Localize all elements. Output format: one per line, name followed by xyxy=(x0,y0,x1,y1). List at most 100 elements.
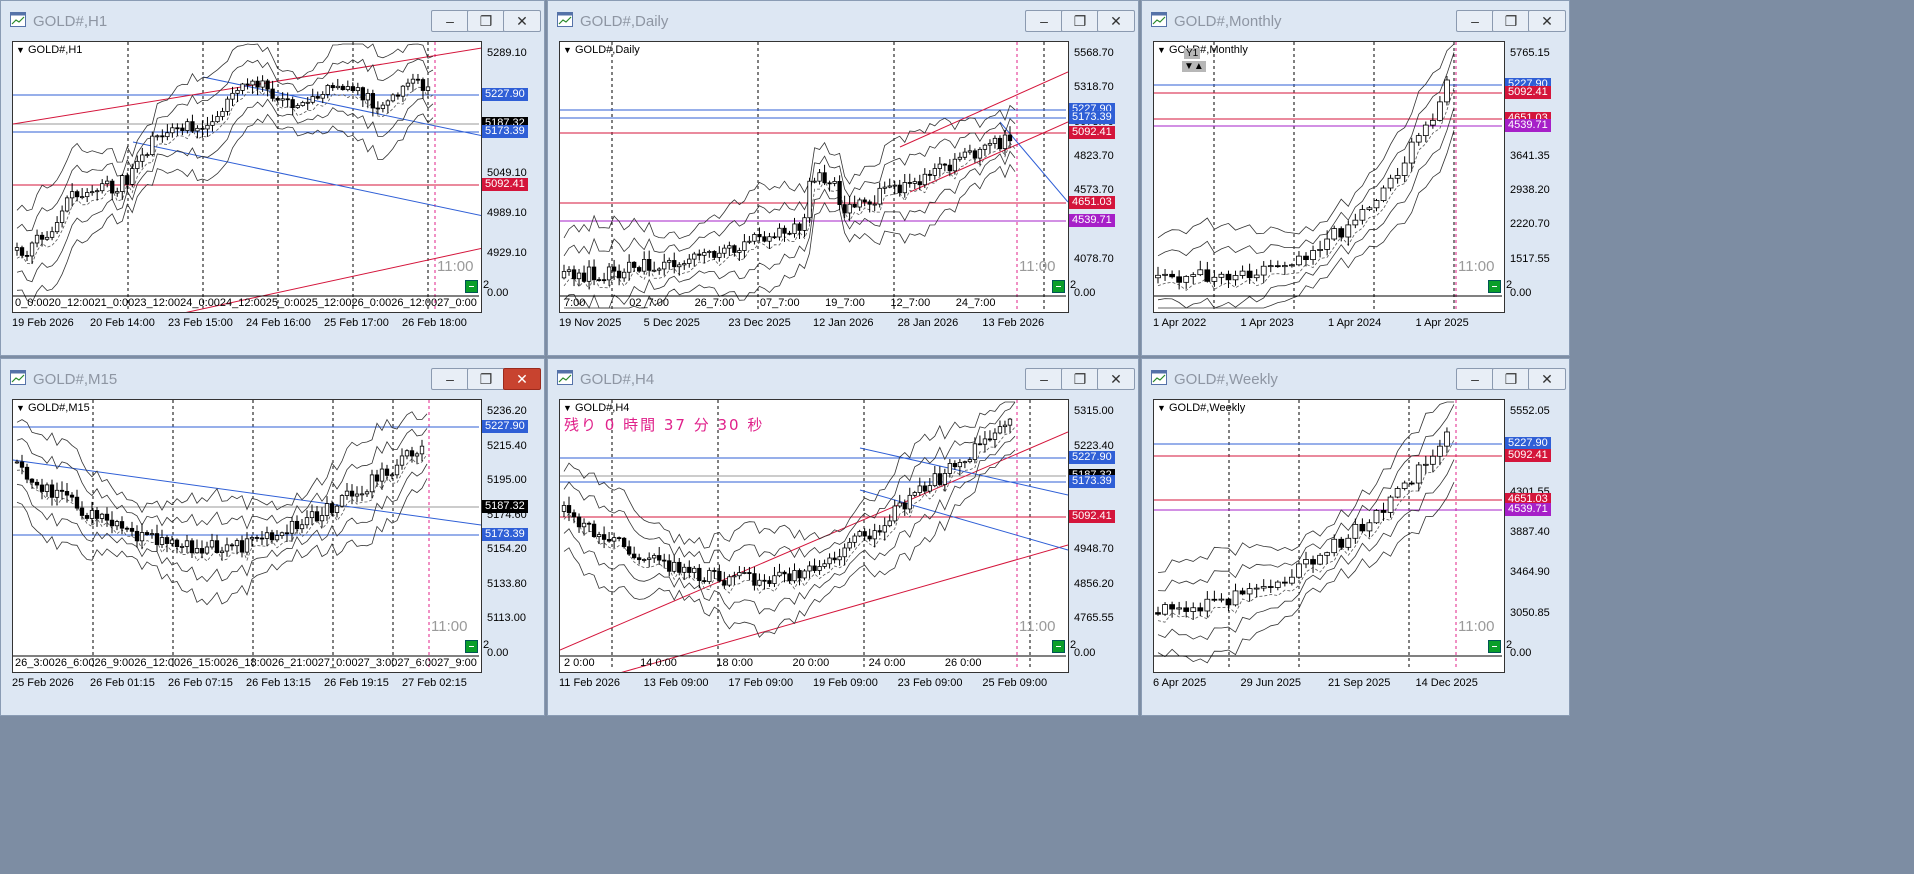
candle-body xyxy=(49,231,55,238)
maximize-button[interactable]: ❐ xyxy=(1492,368,1530,390)
minimize-button[interactable]: ‒ xyxy=(1456,10,1494,32)
candle-body xyxy=(165,132,170,138)
candle-body xyxy=(586,522,592,525)
maximize-button[interactable]: ❐ xyxy=(467,368,505,390)
candle-body xyxy=(832,557,837,561)
trade-button-icon[interactable] xyxy=(1052,640,1065,653)
band-line xyxy=(16,411,428,514)
chart-window-m15[interactable]: GOLD#,M15 ‒ ❐ ✕ ▼ GOLD#,M15 11:00 26_3:0026_6:… xyxy=(0,358,545,716)
candle-body xyxy=(405,82,411,87)
price-label-red: 5092.41 xyxy=(1069,510,1115,523)
chart-window-h1[interactable]: GOLD#,H1 ‒ ❐ ✕ ▼ GOLD#,H1 11:00 0_0:0020_12:00… xyxy=(0,0,545,356)
candle-body xyxy=(907,182,912,184)
candle-body xyxy=(1373,510,1380,524)
candle-body xyxy=(1239,590,1246,595)
price-label-magenta: 4539.71 xyxy=(1069,214,1115,227)
candle-body xyxy=(1176,276,1183,283)
price-tick: 4078.70 xyxy=(1074,252,1114,265)
band-line xyxy=(1157,401,1454,573)
close-button[interactable]: ✕ xyxy=(503,368,541,390)
scale-corner-zero: 0.00 xyxy=(487,647,509,659)
band-line xyxy=(16,463,428,583)
candle-body xyxy=(339,495,345,507)
candle-body xyxy=(274,535,280,541)
minimize-button[interactable]: ‒ xyxy=(1025,368,1063,390)
candle-body xyxy=(1204,598,1211,612)
period-badge[interactable]: Y1 xyxy=(1184,48,1201,59)
minimize-button[interactable]: ‒ xyxy=(1025,10,1063,32)
candle-body xyxy=(601,279,607,282)
close-button[interactable]: ✕ xyxy=(1097,10,1135,32)
maximize-button[interactable]: ❐ xyxy=(1061,368,1099,390)
trade-button-icon[interactable] xyxy=(1488,640,1501,653)
dropdown-triangle-icon[interactable]: ▼ xyxy=(16,45,25,55)
chart-canvas[interactable]: ▼ GOLD#,Monthly Y1 ▼▲ 11:00 xyxy=(1153,41,1505,313)
dropdown-triangle-icon[interactable]: ▼ xyxy=(563,45,572,55)
dropdown-triangle-icon[interactable]: ▼ xyxy=(16,403,25,413)
chart-window-weekly[interactable]: GOLD#,Weekly ‒ ❐ ✕ ▼ GOLD#,Weekly 11:00 5552.0… xyxy=(1141,358,1570,716)
dropdown-triangle-icon[interactable]: ▼ xyxy=(1157,403,1166,413)
candle-body xyxy=(987,438,993,441)
chart-canvas[interactable]: ▼ GOLD#,H4 残り 0 時間 37 分 30 秒 11:00 2 0:00 14… xyxy=(559,399,1069,673)
dropdown-triangle-icon[interactable]: ▼ xyxy=(1157,45,1166,55)
candle-body xyxy=(179,546,185,548)
period-arrows-icon[interactable]: ▼▲ xyxy=(1182,61,1206,72)
candle-body xyxy=(290,99,295,109)
candle-body xyxy=(606,266,612,281)
close-button[interactable]: ✕ xyxy=(1097,368,1135,390)
maximize-button[interactable]: ❐ xyxy=(467,10,505,32)
candle-body xyxy=(354,493,360,497)
candle-body xyxy=(1183,607,1190,612)
chart-canvas[interactable]: ▼ GOLD#,M15 11:00 26_3:0026_6:0026_9:0026_… xyxy=(12,399,482,673)
candle-body xyxy=(384,468,390,476)
candle-body xyxy=(109,519,115,527)
symbol-label[interactable]: ▼ GOLD#,M15 xyxy=(16,402,90,414)
price-tick: 4856.20 xyxy=(1074,577,1114,590)
chart-window-daily[interactable]: GOLD#,Daily ‒ ❐ ✕ ▼ GOLD#,Daily 11:00 7:00 02_7… xyxy=(547,0,1139,356)
candle-body xyxy=(1324,552,1331,556)
time-label: 23 Feb 15:00 xyxy=(168,317,233,329)
price-label-red: 5092.41 xyxy=(1505,86,1551,99)
candle-body xyxy=(205,124,210,130)
close-button[interactable]: ✕ xyxy=(503,10,541,32)
close-button[interactable]: ✕ xyxy=(1528,10,1566,32)
time-label: 26 Feb 07:15 xyxy=(168,677,233,689)
candle-body xyxy=(24,466,30,480)
candle-body xyxy=(400,85,406,97)
window-titlebar[interactable]: GOLD#,Daily ‒ ❐ ✕ xyxy=(548,1,1138,41)
candle-body xyxy=(259,537,265,540)
dropdown-triangle-icon[interactable]: ▼ xyxy=(563,403,572,413)
window-titlebar[interactable]: GOLD#,H4 ‒ ❐ ✕ xyxy=(548,359,1138,399)
trade-button-icon[interactable] xyxy=(465,640,478,653)
symbol-label[interactable]: ▼ GOLD#,Monthly xyxy=(1157,44,1248,56)
minimize-button[interactable]: ‒ xyxy=(1456,368,1494,390)
window-titlebar[interactable]: GOLD#,H1 ‒ ❐ ✕ xyxy=(1,1,544,41)
candle-body xyxy=(947,463,953,474)
window-titlebar[interactable]: GOLD#,Monthly ‒ ❐ ✕ xyxy=(1142,1,1569,41)
symbol-label[interactable]: ▼ GOLD#,H4 xyxy=(563,402,629,414)
window-titlebar[interactable]: GOLD#,Weekly ‒ ❐ ✕ xyxy=(1142,359,1569,399)
chart-window-h4[interactable]: GOLD#,H4 ‒ ❐ ✕ ▼ GOLD#,H4 残り 0 時間 37 分 30 秒 11… xyxy=(547,358,1139,716)
trend-line xyxy=(899,71,1068,148)
close-button[interactable]: ✕ xyxy=(1528,368,1566,390)
trade-button-icon[interactable] xyxy=(465,280,478,293)
chart-canvas[interactable]: ▼ GOLD#,Daily 11:00 7:00 02_7:00 26_7:00 07_7… xyxy=(559,41,1069,313)
maximize-button[interactable]: ❐ xyxy=(1061,10,1099,32)
window-titlebar[interactable]: GOLD#,M15 ‒ ❐ ✕ xyxy=(1,359,544,399)
candle-body xyxy=(64,197,70,212)
minimize-button[interactable]: ‒ xyxy=(431,10,469,32)
trade-button-icon[interactable] xyxy=(1488,280,1501,293)
symbol-label[interactable]: ▼ GOLD#,Weekly xyxy=(1157,402,1245,414)
chart-canvas[interactable]: ▼ GOLD#,Weekly 11:00 xyxy=(1153,399,1505,673)
trade-button-icon[interactable] xyxy=(1052,280,1065,293)
symbol-label[interactable]: ▼ GOLD#,H1 xyxy=(16,44,82,56)
chart-window-monthly[interactable]: GOLD#,Monthly ‒ ❐ ✕ ▼ GOLD#,Monthly Y1 ▼▲ 11:00… xyxy=(1141,0,1570,356)
countdown-time-label: 11:00 xyxy=(1019,618,1056,635)
symbol-label[interactable]: ▼ GOLD#,Daily xyxy=(563,44,640,56)
scale-corner-zero: 0.00 xyxy=(487,287,509,299)
chart-canvas[interactable]: ▼ GOLD#,H1 11:00 0_0:0020_12:0021_0:0023_1… xyxy=(12,41,482,313)
candle-body xyxy=(757,233,762,238)
candle-body xyxy=(1281,581,1288,584)
maximize-button[interactable]: ❐ xyxy=(1492,10,1530,32)
minimize-button[interactable]: ‒ xyxy=(431,368,469,390)
